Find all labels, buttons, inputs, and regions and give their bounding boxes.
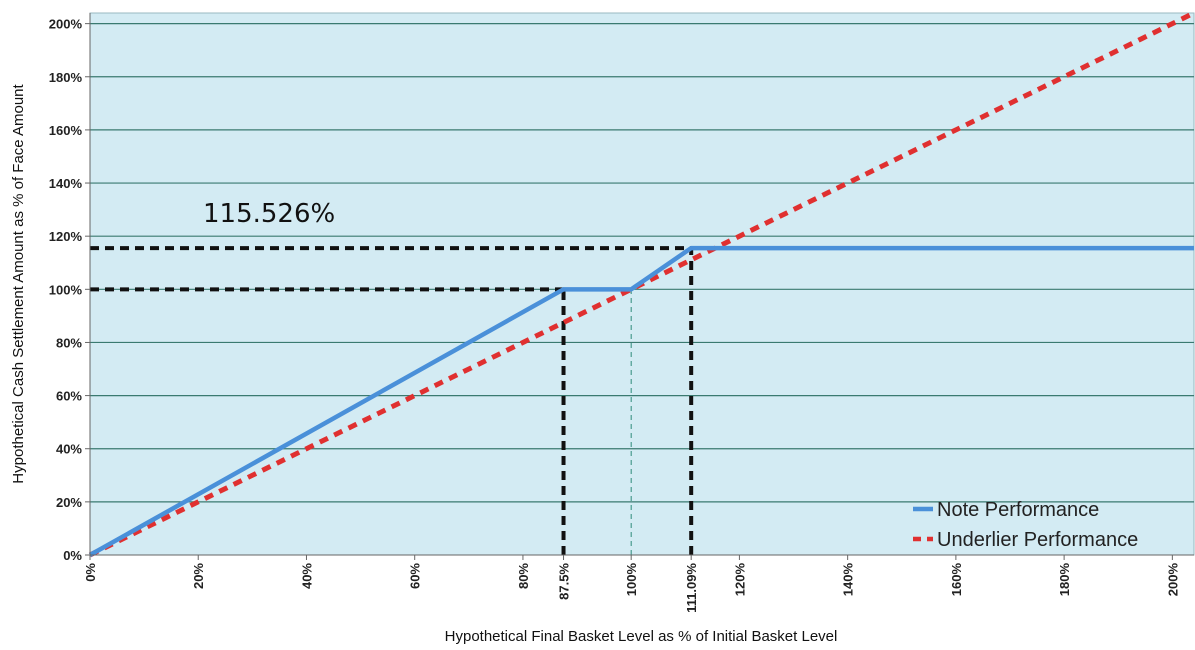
- gridlines: [90, 23, 1194, 503]
- y-tick-label: 100%: [49, 282, 83, 297]
- y-tick-label: 20%: [56, 495, 82, 510]
- x-tick-label: 100%: [624, 563, 639, 597]
- series-lines: [88, 10, 1195, 558]
- y-tick-label: 180%: [49, 70, 83, 85]
- x-tick-label: 120%: [732, 563, 747, 597]
- y-tick-label: 80%: [56, 335, 82, 350]
- reference-lines: [90, 246, 694, 555]
- y-tick-label: 160%: [49, 123, 83, 138]
- x-tick-label: 20%: [191, 563, 206, 589]
- y-tick-label: 120%: [49, 229, 83, 244]
- legend-label: Note Performance: [937, 499, 1099, 521]
- x-tick-label: 0%: [83, 563, 98, 582]
- x-tick-label: 111.09%: [684, 563, 699, 613]
- y-tick-label: 40%: [56, 442, 82, 457]
- x-axis-title: Hypothetical Final Basket Level as % of …: [445, 628, 838, 645]
- legend: Note Performance Underlier Performance: [913, 499, 1138, 551]
- x-tick-label: 60%: [408, 563, 423, 589]
- x-tick-label: 180%: [1057, 563, 1072, 597]
- y-axis-ticks: 0% 20% 40% 60% 80% 100% 120% 140% 160% 180% 200%: [49, 13, 1194, 563]
- legend-label: Underlier Performance: [937, 529, 1138, 551]
- y-tick-label: 60%: [56, 389, 82, 404]
- annotation-label: 115.526%: [203, 199, 335, 229]
- x-axis-ticks: 0% 20% 40% 60% 80% 87.5% 100% 111.09% 120% 140% 16…: [83, 555, 1180, 613]
- x-tick-label: 87.5%: [557, 563, 572, 600]
- x-tick-label: 40%: [299, 563, 314, 589]
- x-tick-label: 160%: [949, 563, 964, 597]
- y-tick-label: 200%: [49, 17, 83, 32]
- y-axis-title: Hypothetical Cash Settlement Amount as %…: [10, 83, 27, 483]
- y-tick-label: 140%: [49, 176, 83, 191]
- x-tick-label: 200%: [1165, 563, 1180, 597]
- annotations: 115.526%: [203, 199, 335, 229]
- x-tick-label: 80%: [516, 563, 531, 589]
- series-line: [88, 245, 1194, 557]
- x-tick-label: 140%: [841, 563, 856, 597]
- y-tick-label: 0%: [63, 548, 82, 563]
